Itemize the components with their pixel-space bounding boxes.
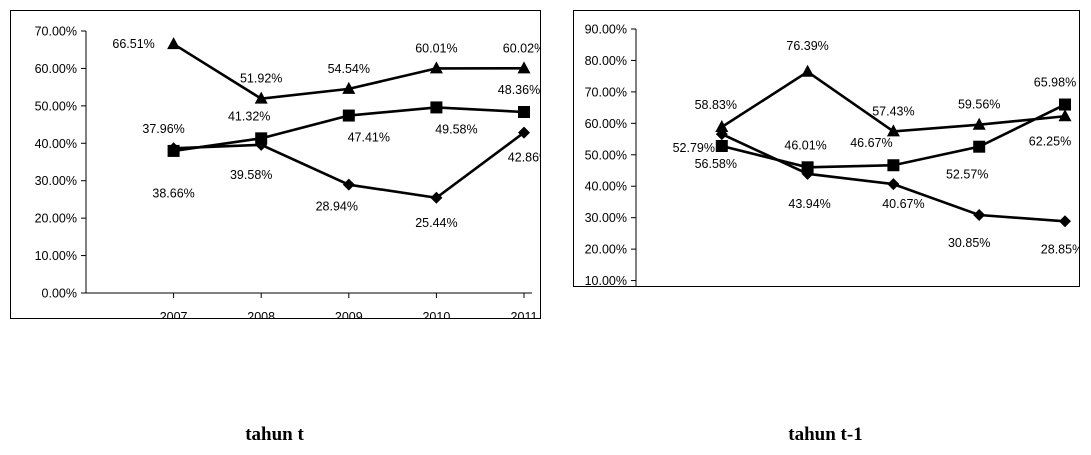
data-label-tottenham-hotspurs: 52.57% (946, 168, 988, 182)
chart-panel-tahun-t: 0.00% 10.00% 20.00% 30.00% 40.00% 50.00% 60.00… (10, 10, 541, 319)
data-point-everton (1058, 109, 1072, 122)
data-label-tottenham-hotspurs: 41.32% (228, 109, 270, 123)
data-point-tottenham-hotspurs (255, 132, 268, 145)
y-tick-label: 80.00% (585, 54, 627, 68)
data-point-everton (517, 61, 531, 74)
series-line-everton (721, 70, 1066, 133)
data-label-arsenal: 25.44% (415, 216, 457, 230)
data-label-everton: 54.54% (328, 62, 370, 76)
y-tick-label: 50.00% (35, 99, 77, 113)
y-tick-label: 60.00% (35, 62, 77, 76)
data-label-arsenal: 38.66% (152, 186, 194, 200)
y-tick-label: 70.00% (585, 85, 627, 99)
y-tick-label: 20.00% (585, 243, 627, 257)
data-point-tottenham-hotspurs (430, 101, 443, 114)
data-label-arsenal: 43.94% (788, 197, 830, 211)
data-label-everton: 76.39% (786, 39, 828, 53)
y-tick-label: 40.00% (585, 180, 627, 194)
data-label-everton: 60.01% (415, 41, 457, 55)
y-tick-label: 0.00% (42, 287, 77, 301)
y-tick-label: 70.00% (35, 25, 77, 39)
data-point-everton (342, 81, 356, 94)
line-chart-tahun-t: 0.00% 10.00% 20.00% 30.00% 40.00% 50.00% 60.00… (35, 25, 540, 319)
data-point-tottenham-hotspurs (887, 159, 900, 172)
data-label-everton: 59.56% (958, 98, 1000, 112)
data-label-arsenal: 40.67% (882, 197, 924, 211)
x-tick-label: 2008 (247, 310, 275, 318)
data-label-tottenham-hotspurs: 46.67% (850, 136, 892, 150)
data-point-everton (254, 91, 268, 104)
data-label-arsenal: 28.94% (316, 200, 358, 214)
y-tick-label: 30.00% (35, 174, 77, 188)
data-point-arsenal (973, 208, 986, 221)
y-tick-label: 50.00% (585, 148, 627, 162)
data-point-everton (972, 117, 986, 130)
data-label-arsenal: 28.85% (1041, 242, 1079, 256)
data-label-arsenal: 30.85% (948, 236, 990, 250)
data-point-arsenal (887, 178, 900, 191)
y-tick-label: 10.00% (35, 249, 77, 263)
y-tick-label: 10.00% (585, 274, 627, 286)
data-label-tottenham-hotspurs: 52.79% (673, 141, 715, 155)
data-label-everton: 62.25% (1029, 134, 1071, 148)
y-tick-label: 90.00% (585, 23, 627, 37)
data-label-arsenal: 42.86% (508, 151, 540, 165)
data-point-everton (801, 64, 815, 77)
data-point-tottenham-hotspurs (167, 144, 180, 157)
data-label-everton: 57.43% (872, 104, 914, 118)
data-point-tottenham-hotspurs (1059, 98, 1071, 111)
data-point-everton (715, 120, 729, 133)
data-point-tottenham-hotspurs (518, 105, 530, 118)
data-point-arsenal (518, 126, 530, 139)
data-point-tottenham-hotspurs (715, 140, 728, 153)
data-label-tottenham-hotspurs: 49.58% (435, 122, 477, 136)
data-point-arsenal (342, 178, 355, 191)
data-label-arsenal: 39.58% (230, 168, 272, 182)
data-point-tottenham-hotspurs (342, 109, 355, 122)
y-tick-label: 60.00% (585, 117, 627, 131)
data-label-everton: 66.51% (112, 37, 154, 51)
data-label-tottenham-hotspurs: 48.36% (498, 83, 540, 97)
data-label-tottenham-hotspurs: 37.96% (142, 122, 184, 136)
y-tick-label: 40.00% (35, 137, 77, 151)
data-label-tottenham-hotspurs: 47.41% (348, 131, 390, 145)
data-label-everton: 51.92% (240, 72, 282, 86)
data-point-everton (429, 61, 443, 74)
x-tick-label: 2010 (422, 310, 450, 318)
data-point-arsenal (430, 191, 443, 204)
data-point-arsenal (1059, 215, 1071, 228)
x-tick-label: 2011 (511, 310, 538, 318)
data-label-arsenal: 56.58% (695, 157, 737, 171)
data-label-tottenham-hotspurs: 65.98% (1034, 76, 1076, 90)
line-chart-tahun-t-1: 0.00%10.00%20.00%30.00%40.00%50.00%60.00… (585, 23, 1079, 286)
x-tick-label: 2007 (160, 310, 188, 318)
data-point-tottenham-hotspurs (973, 140, 986, 153)
data-point-everton (167, 37, 181, 50)
data-label-everton: 58.83% (695, 98, 737, 112)
chart-caption-tahun-t: tahun t (245, 424, 304, 445)
y-tick-label: 30.00% (585, 211, 627, 225)
data-point-tottenham-hotspurs (801, 161, 814, 174)
chart-panel-tahun-t-1: 0.00%10.00%20.00%30.00%40.00%50.00%60.00… (573, 10, 1080, 287)
data-label-everton: 60.02% (503, 41, 540, 55)
data-point-everton (886, 124, 900, 137)
data-label-tottenham-hotspurs: 46.01% (784, 138, 826, 152)
x-tick-label: 2009 (335, 310, 363, 318)
chart-caption-tahun-t-1: tahun t-1 (788, 424, 863, 445)
y-tick-label: 20.00% (35, 212, 77, 226)
